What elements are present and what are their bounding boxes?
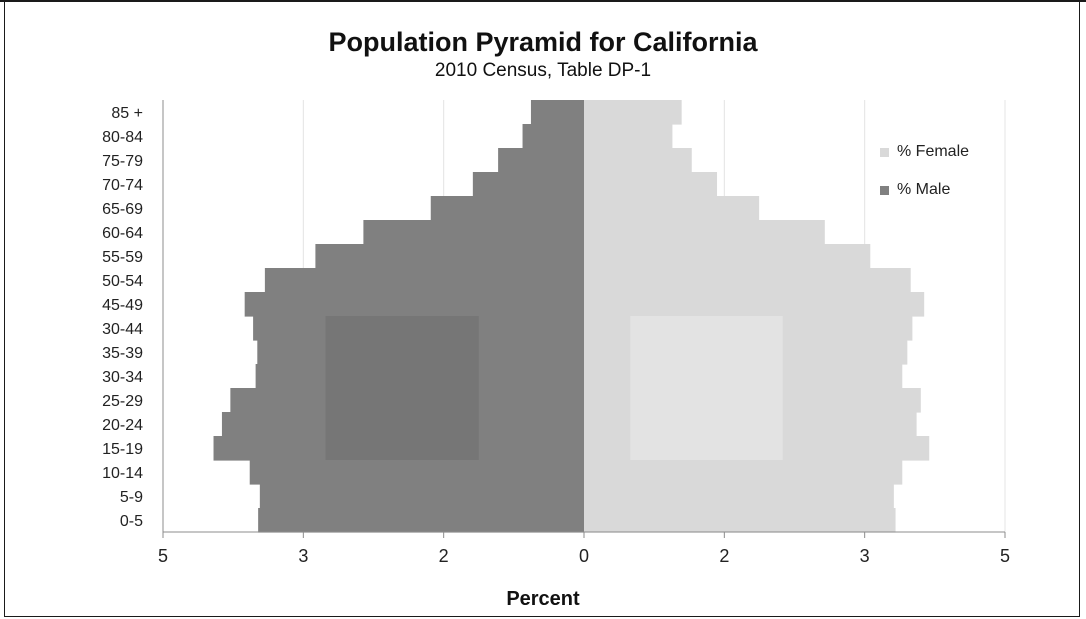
highlight-box-1 bbox=[630, 316, 783, 460]
x-tick-label: 2 bbox=[719, 546, 729, 566]
y-tick-label: 15-19 bbox=[102, 441, 143, 458]
legend-swatch-male bbox=[880, 185, 889, 195]
bar-female-4 bbox=[584, 196, 760, 221]
highlight-box-0 bbox=[325, 316, 479, 460]
chart-subtitle: 2010 Census, Table DP-1 bbox=[434, 60, 652, 81]
top-border bbox=[0, 0, 1086, 2]
x-tick-label: 3 bbox=[860, 546, 870, 566]
bar-female-17 bbox=[584, 508, 896, 533]
bar-male-2 bbox=[498, 148, 584, 173]
legend-label-female: % Female bbox=[897, 143, 970, 160]
legend-item-female: % Female bbox=[880, 142, 969, 162]
bar-female-2 bbox=[584, 148, 692, 173]
x-tick-label: 5 bbox=[1000, 546, 1010, 566]
x-tick-label: 5 bbox=[158, 546, 168, 566]
bar-male-8 bbox=[244, 292, 584, 317]
bar-female-0 bbox=[584, 100, 682, 125]
bar-male-5 bbox=[363, 220, 584, 245]
legend: % Female % Male bbox=[880, 142, 969, 218]
y-tick-label: 85 + bbox=[111, 105, 143, 122]
y-tick-label: 0-5 bbox=[120, 513, 143, 530]
y-tick-label: 65-69 bbox=[102, 201, 143, 218]
y-tick-label: 70-74 bbox=[102, 177, 143, 194]
y-tick-label: 35-39 bbox=[102, 345, 143, 362]
bar-male-17 bbox=[258, 508, 584, 533]
bar-female-5 bbox=[584, 220, 825, 245]
legend-item-male: % Male bbox=[880, 180, 969, 200]
bar-female-1 bbox=[584, 124, 673, 149]
legend-label-male: % Male bbox=[897, 181, 951, 198]
y-tick-label: 50-54 bbox=[102, 273, 143, 290]
bar-female-6 bbox=[584, 244, 871, 269]
y-tick-label: 30-44 bbox=[102, 321, 143, 338]
legend-swatch-female bbox=[880, 147, 889, 157]
y-tick-label: 80-84 bbox=[102, 129, 143, 146]
bar-female-15 bbox=[584, 460, 903, 485]
x-tick-label: 2 bbox=[439, 546, 449, 566]
bar-male-15 bbox=[249, 460, 584, 485]
y-tick-label: 55-59 bbox=[102, 249, 143, 266]
x-tick-label: 0 bbox=[579, 546, 589, 566]
y-tick-label: 20-24 bbox=[102, 417, 143, 434]
bar-male-16 bbox=[259, 484, 584, 509]
bar-male-1 bbox=[522, 124, 584, 149]
y-tick-label: 75-79 bbox=[102, 153, 143, 170]
bar-male-6 bbox=[315, 244, 584, 269]
y-tick-label: 25-29 bbox=[102, 393, 143, 410]
y-tick-label: 30-34 bbox=[102, 369, 143, 386]
bar-male-7 bbox=[264, 268, 584, 293]
bar-male-0 bbox=[530, 100, 584, 125]
chart-title: Population Pyramid for California bbox=[328, 27, 758, 57]
x-axis-title: Percent bbox=[506, 588, 580, 610]
bar-female-7 bbox=[584, 268, 911, 293]
bar-female-8 bbox=[584, 292, 925, 317]
bar-female-16 bbox=[584, 484, 894, 509]
x-tick-label: 3 bbox=[298, 546, 308, 566]
bar-female-3 bbox=[584, 172, 718, 197]
y-tick-label: 10-14 bbox=[102, 465, 143, 482]
bar-male-3 bbox=[472, 172, 584, 197]
y-tick-label: 60-64 bbox=[102, 225, 143, 242]
y-tick-label: 45-49 bbox=[102, 297, 143, 314]
bar-male-4 bbox=[430, 196, 584, 221]
y-tick-label: 5-9 bbox=[120, 489, 143, 506]
